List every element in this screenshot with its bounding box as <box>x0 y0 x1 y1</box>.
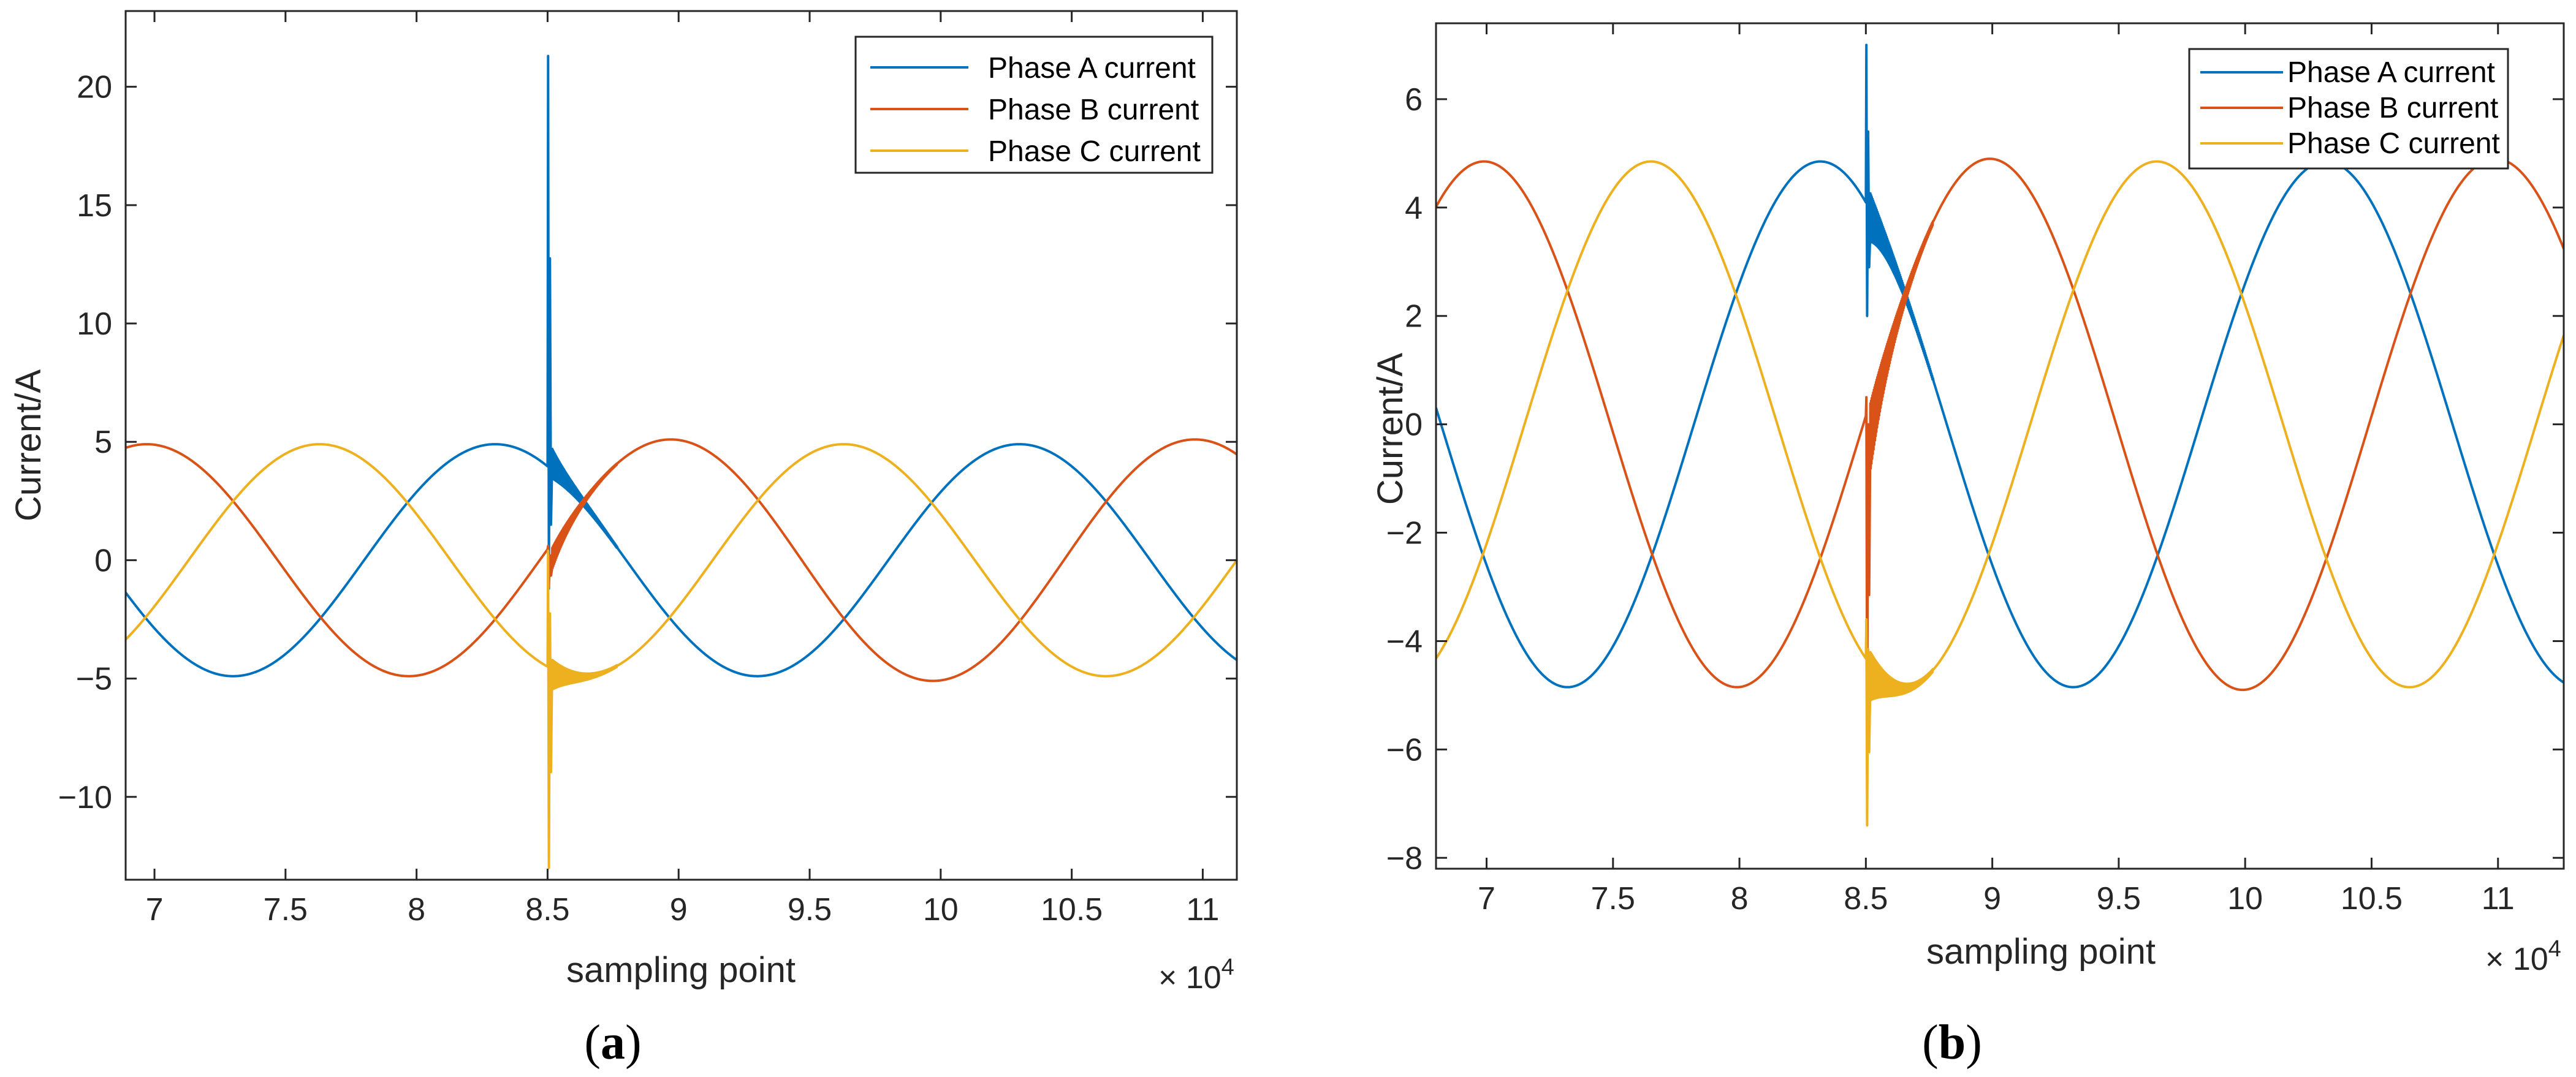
y-tick-label-a-5: 15 <box>77 188 112 224</box>
x-multiplier-exp-a: 4 <box>1222 954 1234 980</box>
x-multiplier-exp-b: 4 <box>2548 936 2561 962</box>
x-axis-label-b: sampling point <box>1926 932 2156 972</box>
legend-label-b-2: Phase B current <box>2287 92 2498 124</box>
axes-box-a <box>124 10 1238 881</box>
plot-area-b <box>1435 22 2565 870</box>
y-tick-label-a-6: 20 <box>77 70 112 105</box>
legend-label-b-1: Phase A current <box>2287 56 2495 89</box>
x-tick-label-a-5: 9.5 <box>788 892 832 928</box>
plot-area-a <box>124 10 1238 881</box>
x-tick-label-b-0: 7 <box>1478 881 1495 916</box>
series-line-b-2 <box>1436 157 2564 740</box>
chart-panel-b: 7 7.5 8 8.5 9 9.5 10 10.5 11 −8 −6 −4 −2 0 2 4 6 Phase A… <box>1370 22 2565 1070</box>
series-line-b-3 <box>1436 160 2564 827</box>
x-tick-label-b-5: 9.5 <box>2097 881 2141 916</box>
panel-label-a-letter: a <box>601 1016 625 1070</box>
y-tick-label-b-3: −2 <box>1386 516 1423 551</box>
x-tick-label-a-8: 11 <box>1186 892 1219 928</box>
x-tick-label-b-4: 9 <box>1983 881 2001 916</box>
series-line-b-1 <box>1436 43 2564 689</box>
x-tick-label-b-6: 10 <box>2227 881 2263 916</box>
legend-a: Phase A current Phase B current Phase C … <box>854 36 1214 174</box>
y-tick-label-a-4: 10 <box>77 306 112 342</box>
x-tick-label-a-2: 8 <box>408 892 425 928</box>
x-multiplier-base-a: × 10 <box>1158 960 1222 996</box>
y-tick-label-a-3: 5 <box>94 425 112 460</box>
legend-label-b-3: Phase C current <box>2287 127 2500 160</box>
ticks-a: 7 7.5 8 8.5 9 9.5 10 10.5 11 −10 −5 0 5 10 15 20 <box>58 11 1237 928</box>
legend-label-a-1: Phase A current <box>988 52 1196 85</box>
panel-label-b: (b) <box>1922 1016 1982 1070</box>
x-tick-label-a-7: 10.5 <box>1041 892 1103 928</box>
x-tick-label-b-1: 7.5 <box>1591 881 1635 916</box>
x-tick-label-b-7: 10.5 <box>2341 881 2403 916</box>
y-tick-label-a-2: 0 <box>94 543 112 578</box>
x-multiplier-base-b: × 10 <box>2485 942 2548 977</box>
y-tick-label-b-2: −4 <box>1386 624 1423 659</box>
y-tick-label-b-4: 0 <box>1405 407 1423 443</box>
panel-label-b-letter: b <box>1939 1016 1966 1070</box>
legend-label-a-3: Phase C current <box>988 135 1201 168</box>
x-tick-label-b-2: 8 <box>1731 881 1749 916</box>
legend-label-a-2: Phase B current <box>988 94 1199 126</box>
x-tick-label-a-1: 7.5 <box>264 892 308 928</box>
panel-label-a: (a) <box>584 1016 641 1070</box>
axes-box-b <box>1435 22 2565 870</box>
y-tick-label-b-5: 2 <box>1405 299 1423 334</box>
y-tick-label-b-1: −6 <box>1386 732 1423 768</box>
y-axis-label-a: Current/A <box>9 369 48 522</box>
x-tick-label-a-4: 9 <box>670 892 688 928</box>
y-tick-label-b-7: 6 <box>1405 82 1423 118</box>
x-tick-label-a-0: 7 <box>146 892 164 928</box>
x-tick-label-b-3: 8.5 <box>1844 881 1888 916</box>
x-tick-label-a-6: 10 <box>923 892 959 928</box>
series-line-a-3 <box>126 443 1237 869</box>
y-tick-label-a-0: −10 <box>58 780 112 815</box>
x-axis-label-a: sampling point <box>566 950 796 990</box>
chart-panel-a: 7 7.5 8 8.5 9 9.5 10 10.5 11 −10 −5 0 5 10 15 20 Phase … <box>9 10 1238 1070</box>
y-tick-label-b-6: 4 <box>1405 191 1423 226</box>
series-line-a-1 <box>126 55 1237 678</box>
series-line-a-2 <box>126 438 1237 682</box>
y-tick-label-a-1: −5 <box>76 662 112 697</box>
x-tick-label-a-3: 8.5 <box>525 892 569 928</box>
x-tick-label-b-8: 11 <box>2482 881 2515 916</box>
ticks-b: 7 7.5 8 8.5 9 9.5 10 10.5 11 −8 −6 −4 −2 0 2 4 6 <box>1386 23 2564 916</box>
y-axis-label-b: Current/A <box>1370 353 1410 505</box>
y-tick-label-b-0: −8 <box>1386 841 1423 876</box>
x-multiplier-b: × 104 <box>2485 936 2561 977</box>
legend-b: Phase A current Phase B current Phase C … <box>2188 48 2509 170</box>
x-multiplier-a: × 104 <box>1158 954 1234 996</box>
